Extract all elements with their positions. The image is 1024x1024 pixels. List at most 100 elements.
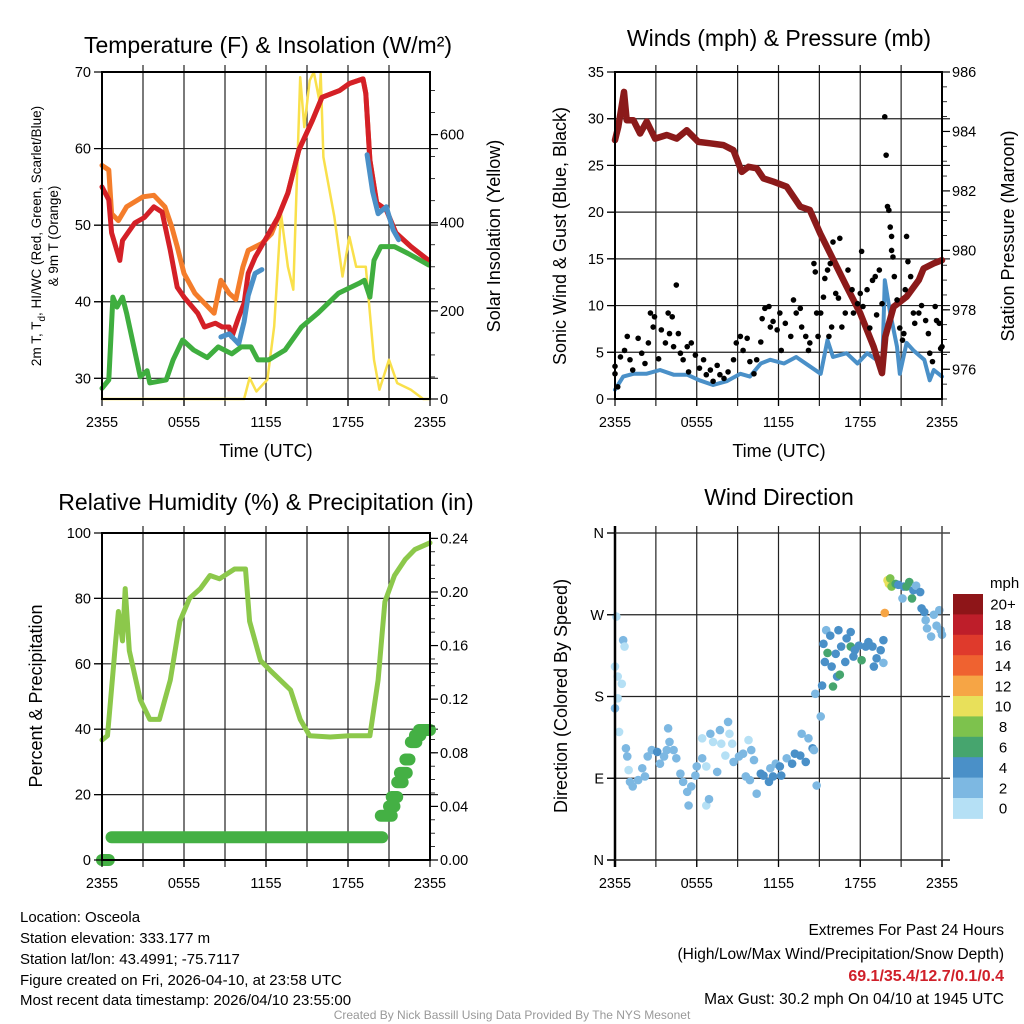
y-tick-label: 40: [75, 722, 91, 738]
gust-point: [650, 324, 656, 330]
gust-point: [710, 378, 716, 385]
wind-direction-point: [725, 729, 734, 739]
wind-direction-point: [727, 739, 737, 749]
wind-direction-point: [846, 627, 856, 637]
series-line-relative-humidity: [99, 540, 433, 743]
wind-direction-point: [831, 649, 841, 659]
x-tick-label: 2355: [926, 876, 958, 892]
wind-direction-point: [665, 737, 674, 747]
right-y-tick-label: 986: [952, 65, 976, 81]
direction-ylabel: Direction (Colored By Speed): [551, 579, 571, 813]
x-tick-label: 0555: [681, 415, 713, 431]
right-y-tick-label: 0.00: [440, 853, 468, 869]
wind-direction-point: [868, 642, 877, 651]
gust-point: [850, 310, 857, 316]
gust-point: [811, 260, 817, 267]
wind-direction-point: [872, 654, 881, 663]
x-tick-label: 2355: [86, 415, 118, 431]
wind-direction-point: [857, 655, 866, 665]
wind-direction-point: [620, 642, 629, 651]
extremes-heading: Extremes For Past 24 Hours: [808, 922, 1004, 939]
colorbar-bin: [953, 798, 983, 819]
colorbar-label: 6: [999, 740, 1007, 757]
x-tick-label: 1155: [250, 876, 281, 892]
panel-3: mph 20+ 18 16 14 12 10 8 6 4 2 0 2355 0555 1155 1755 235…: [590, 526, 1019, 892]
wind-direction-point: [706, 729, 715, 739]
wind-direction-point: [691, 771, 700, 780]
right-y-tick-label: 978: [952, 303, 976, 319]
gust-point: [707, 367, 714, 373]
gust-point: [751, 370, 757, 377]
gust-point: [835, 295, 842, 301]
gust-point: [827, 260, 834, 267]
gust-point: [624, 333, 631, 340]
colorbar-label: 10: [995, 699, 1012, 716]
wind-direction-point: [775, 762, 785, 771]
x-tick-label: 1155: [250, 415, 281, 431]
x-tick-label: 2355: [926, 415, 958, 431]
y-tick-label: 30: [588, 112, 604, 128]
y-tick-label: 20: [75, 788, 91, 804]
right-y-tick-label: 0.20: [440, 585, 468, 601]
gust-point: [688, 340, 695, 346]
gust-point: [807, 340, 813, 346]
wind-direction-point: [723, 717, 733, 727]
series-line-sonic-wind: [613, 278, 944, 392]
gust-point: [857, 290, 864, 297]
wind-direction-point: [782, 753, 791, 763]
wind-direction-point: [612, 612, 621, 621]
wind-direction-point: [712, 767, 722, 777]
wind-direction-point: [716, 739, 726, 749]
wind-direction-point: [880, 608, 890, 618]
wind-direction-point: [768, 772, 778, 781]
colorbar-label: 12: [995, 678, 1012, 695]
colorbar-bin: [953, 757, 983, 779]
wind-direction-point: [643, 752, 652, 761]
wind-direction-point: [819, 639, 828, 649]
gust-point: [797, 305, 804, 312]
y-tick-label: 0: [83, 853, 91, 869]
wind-direction-point: [687, 782, 696, 791]
gust-point: [805, 347, 812, 354]
gust-point: [815, 333, 821, 340]
gust-point: [896, 325, 903, 331]
right-y-tick-label: 200: [440, 304, 464, 320]
gust-point: [918, 302, 925, 309]
wind-direction-point: [669, 745, 678, 755]
wind-direction-point: [922, 624, 932, 633]
gust-point: [680, 356, 686, 363]
x-tick-label: 1755: [332, 876, 364, 892]
wind-direction-point: [738, 749, 748, 759]
right-y-tick-label: 982: [952, 184, 976, 200]
gust-point: [740, 347, 746, 354]
right-y-tick-label: 600: [440, 128, 464, 144]
gust-point: [860, 303, 866, 310]
gust-point: [753, 356, 760, 363]
wind-direction-point: [715, 725, 725, 735]
wind-direction-point: [812, 781, 821, 790]
panel-1: 2355 0555 1155 1755 2355 0 5 10 15 20 25 30 35 976 978…: [588, 65, 976, 431]
series-line-9m-t: [99, 76, 432, 316]
gust-point: [714, 362, 720, 369]
temperature-xlabel: Time (UTC): [219, 441, 312, 461]
gust-point: [638, 350, 645, 357]
gust-point: [845, 267, 851, 273]
x-tick-label: 2355: [599, 876, 631, 892]
wind-direction-point: [796, 751, 805, 760]
gust-point: [894, 297, 900, 303]
x-tick-label: 0555: [168, 415, 200, 431]
gust-point: [725, 369, 731, 375]
x-tick-label: 1755: [844, 876, 876, 892]
wind-direction-point: [704, 794, 714, 804]
gust-point: [662, 340, 669, 346]
right-y-tick-label: 0.08: [440, 746, 468, 762]
gust-point: [813, 310, 820, 316]
max-gust: Max Gust: 30.2 mph On 04/10 at 1945 UTC: [704, 991, 1004, 1008]
gust-point: [854, 300, 861, 307]
gust-point: [684, 343, 691, 350]
gust-point: [922, 317, 929, 324]
gust-point: [685, 369, 692, 375]
gust-point: [793, 310, 800, 316]
wind-direction-point: [879, 635, 888, 645]
